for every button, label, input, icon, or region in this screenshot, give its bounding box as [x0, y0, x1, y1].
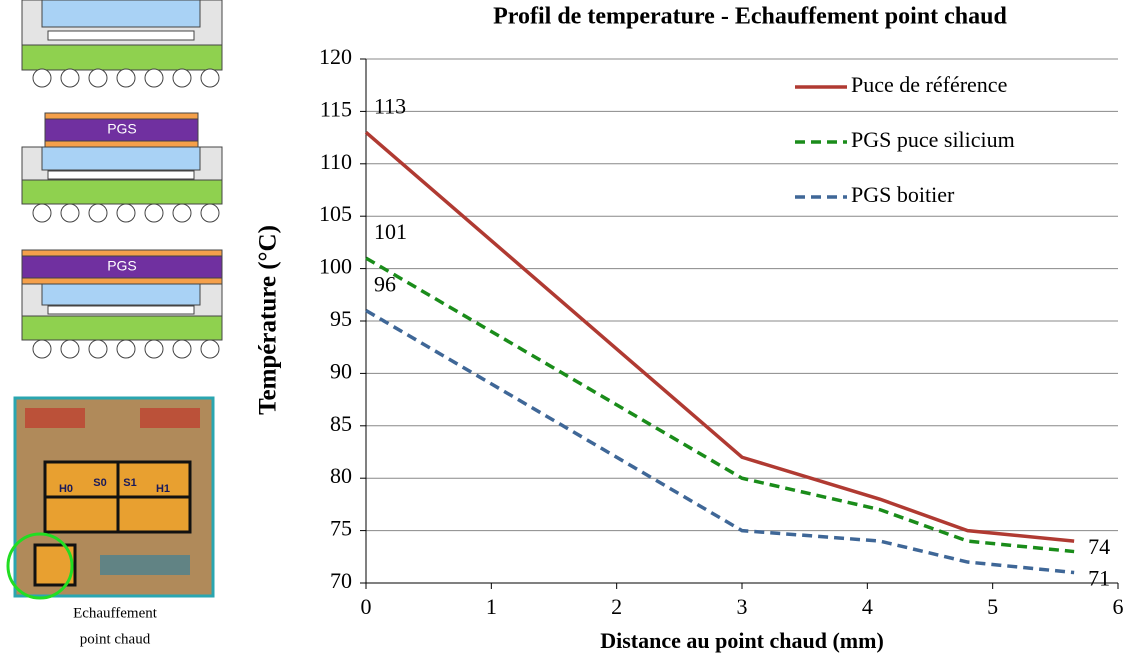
data-label: 74 [1088, 534, 1110, 559]
package-pgs-case: PGS [21, 249, 223, 341]
y-tick-label: 105 [319, 201, 352, 226]
die-label: S0 [93, 477, 106, 489]
x-tick-label: 2 [611, 594, 622, 619]
legend-label: PGS boitier [851, 182, 955, 207]
y-tick-label: 90 [330, 358, 352, 383]
x-tick-label: 4 [862, 594, 873, 619]
plot: 70 75 80 85 90 95 100 105 110 115 120 0 1 2 3 4 5 6 113 101… [319, 44, 1124, 619]
y-tick-label: 75 [330, 516, 352, 541]
y-tick-label: 95 [330, 306, 352, 331]
x-tick-label: 5 [987, 594, 998, 619]
data-label: 101 [374, 219, 407, 244]
die-label: H1 [156, 483, 170, 495]
chart-title: Profil de temperature - Echauffement poi… [493, 4, 1007, 30]
x-tick-label: 0 [361, 594, 372, 619]
die-label: S1 [123, 477, 136, 489]
caption: Echauffement [73, 605, 158, 621]
solder-balls [32, 68, 220, 359]
package-pgs-chip: PGS [21, 112, 223, 205]
legend-label: Puce de référence [851, 72, 1007, 97]
x-axis-title: Distance au point chaud (mm) [600, 628, 884, 653]
series-line [365, 256, 1075, 554]
x-tick-label: 3 [737, 594, 748, 619]
y-tick-label: 115 [320, 96, 352, 121]
legend-label: PGS puce silicium [851, 127, 1015, 152]
x-tick-label: 1 [486, 594, 497, 619]
die-image: H0 S0 S1 H1 [6, 396, 215, 600]
die-label: H0 [59, 483, 73, 495]
y-tick-label: 120 [319, 44, 352, 69]
data-label: 113 [374, 93, 406, 118]
y-axis-title: Température (°C) [255, 225, 282, 415]
data-label: 96 [374, 272, 396, 297]
series-line [364, 131, 1075, 543]
caption: point chaud [80, 631, 151, 647]
y-tick-label: 100 [319, 254, 352, 279]
y-tick-label: 80 [330, 463, 352, 488]
data-label: 71 [1088, 566, 1110, 591]
package-reference [21, 0, 223, 71]
y-tick-label: 85 [330, 411, 352, 436]
series-line [365, 309, 1075, 575]
y-tick-label: 110 [320, 149, 352, 174]
y-tick-label: 70 [330, 568, 352, 593]
x-tick-label: 6 [1113, 594, 1124, 619]
pgs-label: PGS [107, 121, 137, 137]
pgs-label: PGS [107, 258, 137, 274]
